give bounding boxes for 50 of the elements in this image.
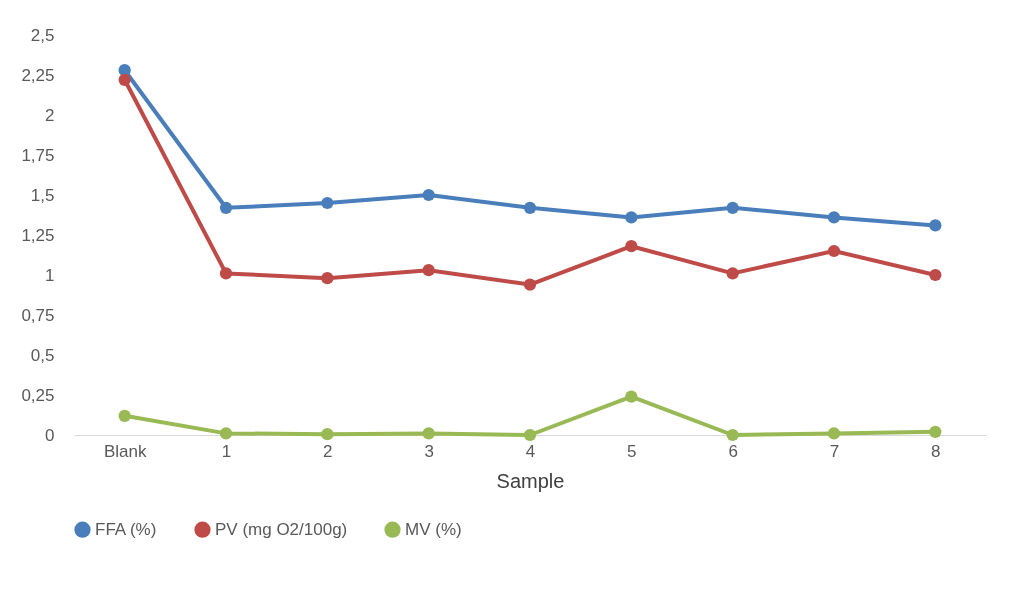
x-tick-label: 2	[323, 441, 333, 461]
legend-label: PV (mg O2/100g)	[215, 519, 348, 539]
x-tick-label: 3	[424, 441, 434, 461]
point	[523, 201, 537, 214]
y-tick-label: 2	[45, 105, 55, 125]
legend-label: FFA (%)	[95, 519, 157, 539]
point	[726, 201, 739, 214]
y-tick-label: 1,5	[30, 185, 55, 205]
point	[625, 390, 638, 403]
point	[219, 427, 233, 440]
point	[523, 428, 537, 442]
point	[219, 201, 233, 214]
point	[929, 219, 942, 232]
point	[321, 428, 334, 441]
x-tick-label: 4	[525, 441, 536, 461]
point	[321, 272, 334, 285]
y-tick-label: 2,25	[21, 65, 55, 85]
point	[625, 211, 638, 224]
point	[422, 264, 435, 277]
x-tick-label: 5	[627, 441, 637, 461]
y-tick-label: 1,75	[21, 145, 55, 165]
x-tick-label: 7	[829, 441, 840, 461]
point	[422, 427, 435, 440]
point	[118, 409, 131, 422]
point	[523, 278, 537, 291]
point	[929, 425, 942, 438]
point	[625, 240, 638, 253]
x-tick-label: 8	[931, 441, 941, 461]
y-tick-label: 2,5	[30, 25, 55, 45]
x-tick-label: 1	[221, 441, 232, 461]
x-tick-label: 6	[728, 441, 738, 461]
y-tick-label: 0	[45, 425, 55, 445]
point	[321, 196, 334, 210]
point	[118, 73, 131, 86]
point	[827, 427, 841, 440]
y-tick-label: 0,25	[21, 385, 55, 405]
point	[422, 188, 435, 202]
point	[827, 244, 841, 258]
point	[726, 428, 739, 442]
point	[827, 211, 841, 224]
y-tick-label: 0,75	[21, 305, 55, 325]
y-tick-label: 1,25	[21, 225, 55, 245]
x-axis-title: Sample	[496, 469, 565, 492]
point	[726, 267, 739, 280]
point	[219, 267, 233, 280]
point	[929, 268, 942, 282]
x-tick-label: Blank	[103, 441, 147, 461]
y-tick-label: 0,5	[30, 345, 55, 365]
legend-label: MV (%)	[405, 519, 462, 539]
y-tick-label: 1	[45, 265, 55, 285]
